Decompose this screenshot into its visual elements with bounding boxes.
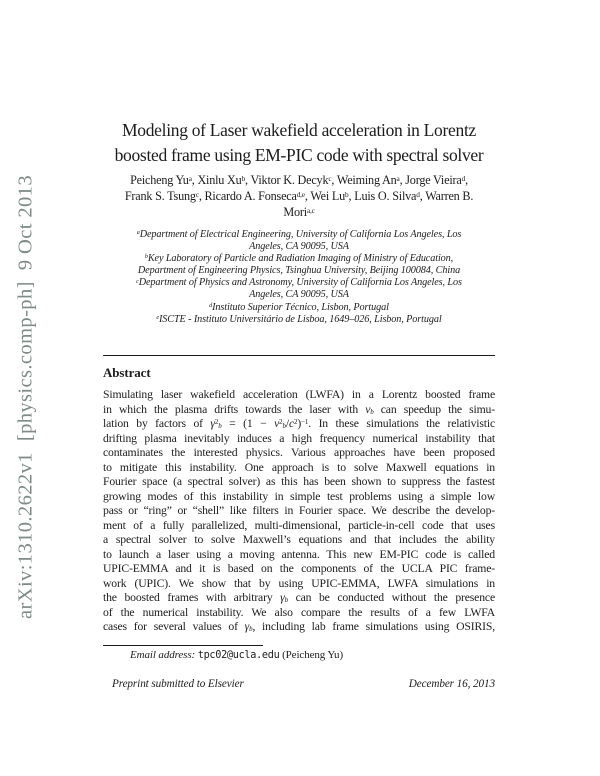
- paper-title: Modeling of Laser wakefield acceleration…: [103, 118, 495, 168]
- text-line: growing modes of this instability in sim…: [103, 489, 495, 503]
- text-line: UPIC-EMMA and it is based on the compone…: [103, 562, 495, 575]
- text-line: contaminates the interested physics. Var…: [103, 446, 495, 459]
- text-line: a spectral solver to solve Maxwell’s equ…: [103, 533, 495, 546]
- text-line: drifting plasma inevitably induces a hig…: [103, 431, 495, 445]
- text-line: eISCTE - Instituto Universitário de Lisb…: [156, 313, 442, 325]
- text-line: Simulating laser wakefield acceleration …: [103, 388, 495, 401]
- abstract-heading: Abstract: [103, 365, 151, 380]
- author-list: Peicheng Yua, Xinlu Xub, Viktor K. Decyk…: [103, 172, 495, 220]
- text-line: pass or “ring” or “shell” like filters i…: [103, 504, 495, 517]
- text-line: dInstituto Superior Técnico, Lisbon, Por…: [209, 301, 389, 313]
- text-line: lation by factors of γ2b = (1 − v2b/c2)−…: [103, 417, 495, 431]
- text-line: Department of Engineering Physics, Tsing…: [137, 265, 461, 277]
- preprint-note: Preprint submitted to Elsevier: [112, 678, 244, 690]
- email-footnote: Email address: tpc02@ucla.edu (Peicheng …: [103, 649, 495, 661]
- text-line: aDepartment of Electrical Engineering, U…: [136, 229, 462, 240]
- text-line: to mitigate this instability. One approa…: [103, 460, 495, 474]
- text-line: boosted frame using EM-PIC code with spe…: [114, 145, 484, 165]
- text-line: Peicheng Yua, Xinlu Xub, Viktor K. Decyk…: [130, 173, 468, 187]
- text-line: in which the plasma drifts towards the l…: [103, 402, 495, 416]
- footnote-divider: [103, 645, 263, 646]
- text-line: cDepartment of Physics and Astronomy, Un…: [136, 277, 462, 289]
- submission-date: December 16, 2013: [408, 678, 495, 690]
- text-line: bKey Laboratory of Particle and Radiatio…: [144, 253, 454, 265]
- text-line: work (UPIC). We show that by using UPIC-…: [103, 576, 495, 590]
- email-address: tpc02@ucla.edu: [197, 650, 280, 661]
- text-line: of the numerical instability. We also co…: [103, 605, 495, 619]
- email-owner: (Peicheng Yu): [282, 649, 344, 661]
- text-line: the boosted frames with arbitrary γb can…: [103, 591, 495, 605]
- text-line: Modeling of Laser wakefield acceleration…: [122, 120, 476, 140]
- abstract-body: Simulating laser wakefield acceleration …: [103, 388, 495, 635]
- text-line: Angeles, CA 90095, USA: [249, 289, 349, 301]
- text-line: Angeles, CA 90095, USA: [249, 241, 349, 253]
- arxiv-stamp-text: arXiv:1310.2622v1 [physics.comp-ph] 9 Oc…: [14, 175, 37, 619]
- text-line: to launch a laser using a moving antenna…: [103, 547, 495, 561]
- text-line: Fourier space (a spectral solver) as thi…: [103, 475, 495, 488]
- abstract-divider: [103, 355, 495, 356]
- page-footer: Preprint submitted to Elsevier December …: [103, 678, 495, 690]
- affiliation-list: aDepartment of Electrical Engineering, U…: [103, 229, 495, 326]
- text-line: Moria,c: [283, 205, 315, 219]
- text-line: Frank S. Tsungc, Ricardo A. Fonsecad,e, …: [124, 189, 474, 203]
- text-line: cases for several values of γb, includin…: [103, 620, 496, 634]
- text-line: ment of a fully parallelized, multi-dime…: [103, 518, 495, 532]
- email-label: Email address:: [130, 649, 196, 661]
